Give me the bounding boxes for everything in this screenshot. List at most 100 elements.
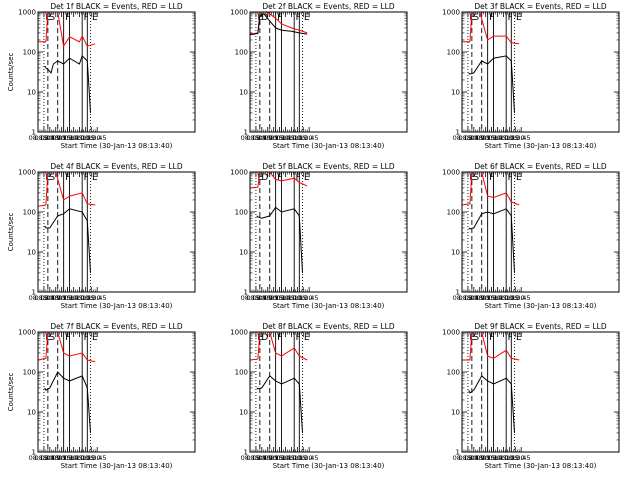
x-tick-label: 10:45 bbox=[300, 294, 319, 302]
marker-label: E bbox=[45, 333, 51, 343]
marker-label: E bbox=[469, 333, 475, 343]
chart-panel-2: Det 2f BLACK = Events, RED = LLD 1 10 100 10… bbox=[230, 2, 408, 150]
y-tick-label: 100 bbox=[235, 369, 248, 377]
x-tick-label: 10:30 bbox=[506, 134, 525, 142]
marker-label: E bbox=[304, 173, 310, 183]
x-tick-label: 09:00 bbox=[258, 454, 277, 462]
plot-area: ES F F E bbox=[462, 172, 522, 292]
x-tick-label: 08:15 bbox=[29, 134, 48, 142]
x-tick-label: 09:45 bbox=[488, 294, 507, 302]
series-line-lld bbox=[462, 172, 520, 206]
marker-label: F bbox=[508, 333, 513, 343]
chart-panel-5: Det 5f BLACK = Events, RED = LLD 1 10 100 10… bbox=[230, 162, 408, 310]
marker-label: E bbox=[257, 333, 263, 343]
marker-label: F bbox=[489, 13, 494, 23]
marker-label: F bbox=[508, 173, 513, 183]
marker-label: F bbox=[277, 13, 282, 23]
marker-label: F bbox=[277, 173, 282, 183]
x-tick-label: 08:45 bbox=[252, 134, 271, 142]
x-tick-label: 10:45 bbox=[512, 294, 531, 302]
series-line-lld bbox=[462, 12, 520, 45]
x-tick-label: 10:30 bbox=[506, 294, 525, 302]
y-tick-label: 1000 bbox=[230, 9, 248, 17]
series-line-events bbox=[44, 208, 91, 273]
x-tick-label: 10:45 bbox=[88, 134, 107, 142]
x-tick-label: 08:15 bbox=[241, 134, 260, 142]
x-tick-label: 10:15 bbox=[500, 294, 519, 302]
marker-label: F bbox=[296, 173, 301, 183]
x-tick-label: 10:15 bbox=[500, 134, 519, 142]
chart-panel-1: Det 1f BLACK = Events, RED = LLD 1 10 100 10… bbox=[7, 2, 196, 150]
x-tick-label: 08:30 bbox=[459, 294, 478, 302]
plot-frame bbox=[461, 11, 620, 133]
y-tick-label: 1000 bbox=[230, 329, 248, 337]
y-tick-label: 1000 bbox=[230, 169, 248, 177]
series-line-events bbox=[256, 206, 303, 273]
x-tick-label: 09:30 bbox=[482, 294, 501, 302]
x-tick-label: 09:45 bbox=[64, 134, 83, 142]
x-tick-label: 08:30 bbox=[35, 294, 54, 302]
x-tick-label: 09:15 bbox=[264, 294, 283, 302]
plot-area: ES F F E bbox=[38, 172, 98, 292]
x-tick-label: 09:00 bbox=[258, 294, 277, 302]
marker-label: E bbox=[45, 173, 51, 183]
y-tick-label: 1 bbox=[456, 129, 460, 137]
x-tick-label: 10:00 bbox=[70, 454, 89, 462]
series-line-lld bbox=[38, 12, 96, 48]
x-tick-label: 09:30 bbox=[58, 454, 77, 462]
series-line-lld bbox=[250, 332, 308, 361]
marker-label: F bbox=[277, 333, 282, 343]
marker-label: E bbox=[516, 173, 522, 183]
x-tick-label: 08:15 bbox=[453, 454, 472, 462]
x-tick-label: 10:00 bbox=[282, 134, 301, 142]
marker-label: S bbox=[49, 13, 55, 23]
y-tick-label: 1 bbox=[32, 129, 36, 137]
y-tick-label: 1000 bbox=[18, 329, 36, 337]
plot-frame bbox=[37, 331, 196, 453]
plot-area: ED F F E bbox=[250, 12, 310, 132]
series-line-events bbox=[468, 55, 515, 113]
y-tick-label: 100 bbox=[447, 369, 460, 377]
x-tick-label: 08:30 bbox=[459, 134, 478, 142]
y-tick-label: 1000 bbox=[442, 9, 460, 17]
chart-title: Det 4f BLACK = Events, RED = LLD bbox=[50, 162, 183, 171]
x-tick-label: 08:45 bbox=[464, 134, 483, 142]
x-tick-label: 10:15 bbox=[76, 294, 95, 302]
marker-label: F bbox=[296, 333, 301, 343]
plot-frame bbox=[37, 171, 196, 293]
x-tick-label: 10:30 bbox=[506, 454, 525, 462]
x-tick-label: 10:15 bbox=[288, 134, 307, 142]
x-tick-label: 09:15 bbox=[264, 134, 283, 142]
plot-frame bbox=[249, 11, 408, 133]
marker-label: E bbox=[516, 333, 522, 343]
x-tick-label: 09:15 bbox=[476, 294, 495, 302]
x-tick-label: 10:45 bbox=[300, 454, 319, 462]
y-tick-label: 1000 bbox=[442, 169, 460, 177]
x-tick-label: 09:45 bbox=[64, 294, 83, 302]
x-tick-label: 09:00 bbox=[258, 134, 277, 142]
y-tick-label: 1000 bbox=[18, 9, 36, 17]
x-tick-label: 09:00 bbox=[46, 134, 65, 142]
plot-area: ES F F E bbox=[38, 332, 98, 452]
series-line-lld bbox=[462, 332, 520, 361]
y-tick-label: 10 bbox=[451, 249, 460, 257]
x-tick-label: 10:30 bbox=[294, 454, 313, 462]
series-line-lld bbox=[38, 172, 96, 207]
chart-panel-3: Det 3f BLACK = Events, RED = LLD 1 10 100 10… bbox=[442, 2, 620, 150]
plot-frame bbox=[461, 171, 620, 293]
series-line-events bbox=[256, 375, 303, 433]
plot-area: ES F F E bbox=[38, 12, 98, 132]
chart-panel-7: Det 7f BLACK = Events, RED = LLD 1 10 100 10… bbox=[7, 322, 196, 470]
x-tick-label: 08:30 bbox=[35, 454, 54, 462]
x-tick-label: 08:30 bbox=[247, 454, 266, 462]
x-tick-label: 09:45 bbox=[64, 454, 83, 462]
x-tick-label: 09:15 bbox=[476, 454, 495, 462]
x-tick-label: 10:45 bbox=[512, 454, 531, 462]
x-tick-label: 09:15 bbox=[476, 134, 495, 142]
y-tick-label: 10 bbox=[451, 409, 460, 417]
x-tick-label: 10:00 bbox=[282, 454, 301, 462]
y-tick-label: 1 bbox=[244, 289, 248, 297]
x-tick-label: 09:45 bbox=[276, 134, 295, 142]
x-tick-label: 10:00 bbox=[282, 294, 301, 302]
x-axis-label: Start Time (30-Jan-13 08:13:40) bbox=[61, 462, 173, 470]
